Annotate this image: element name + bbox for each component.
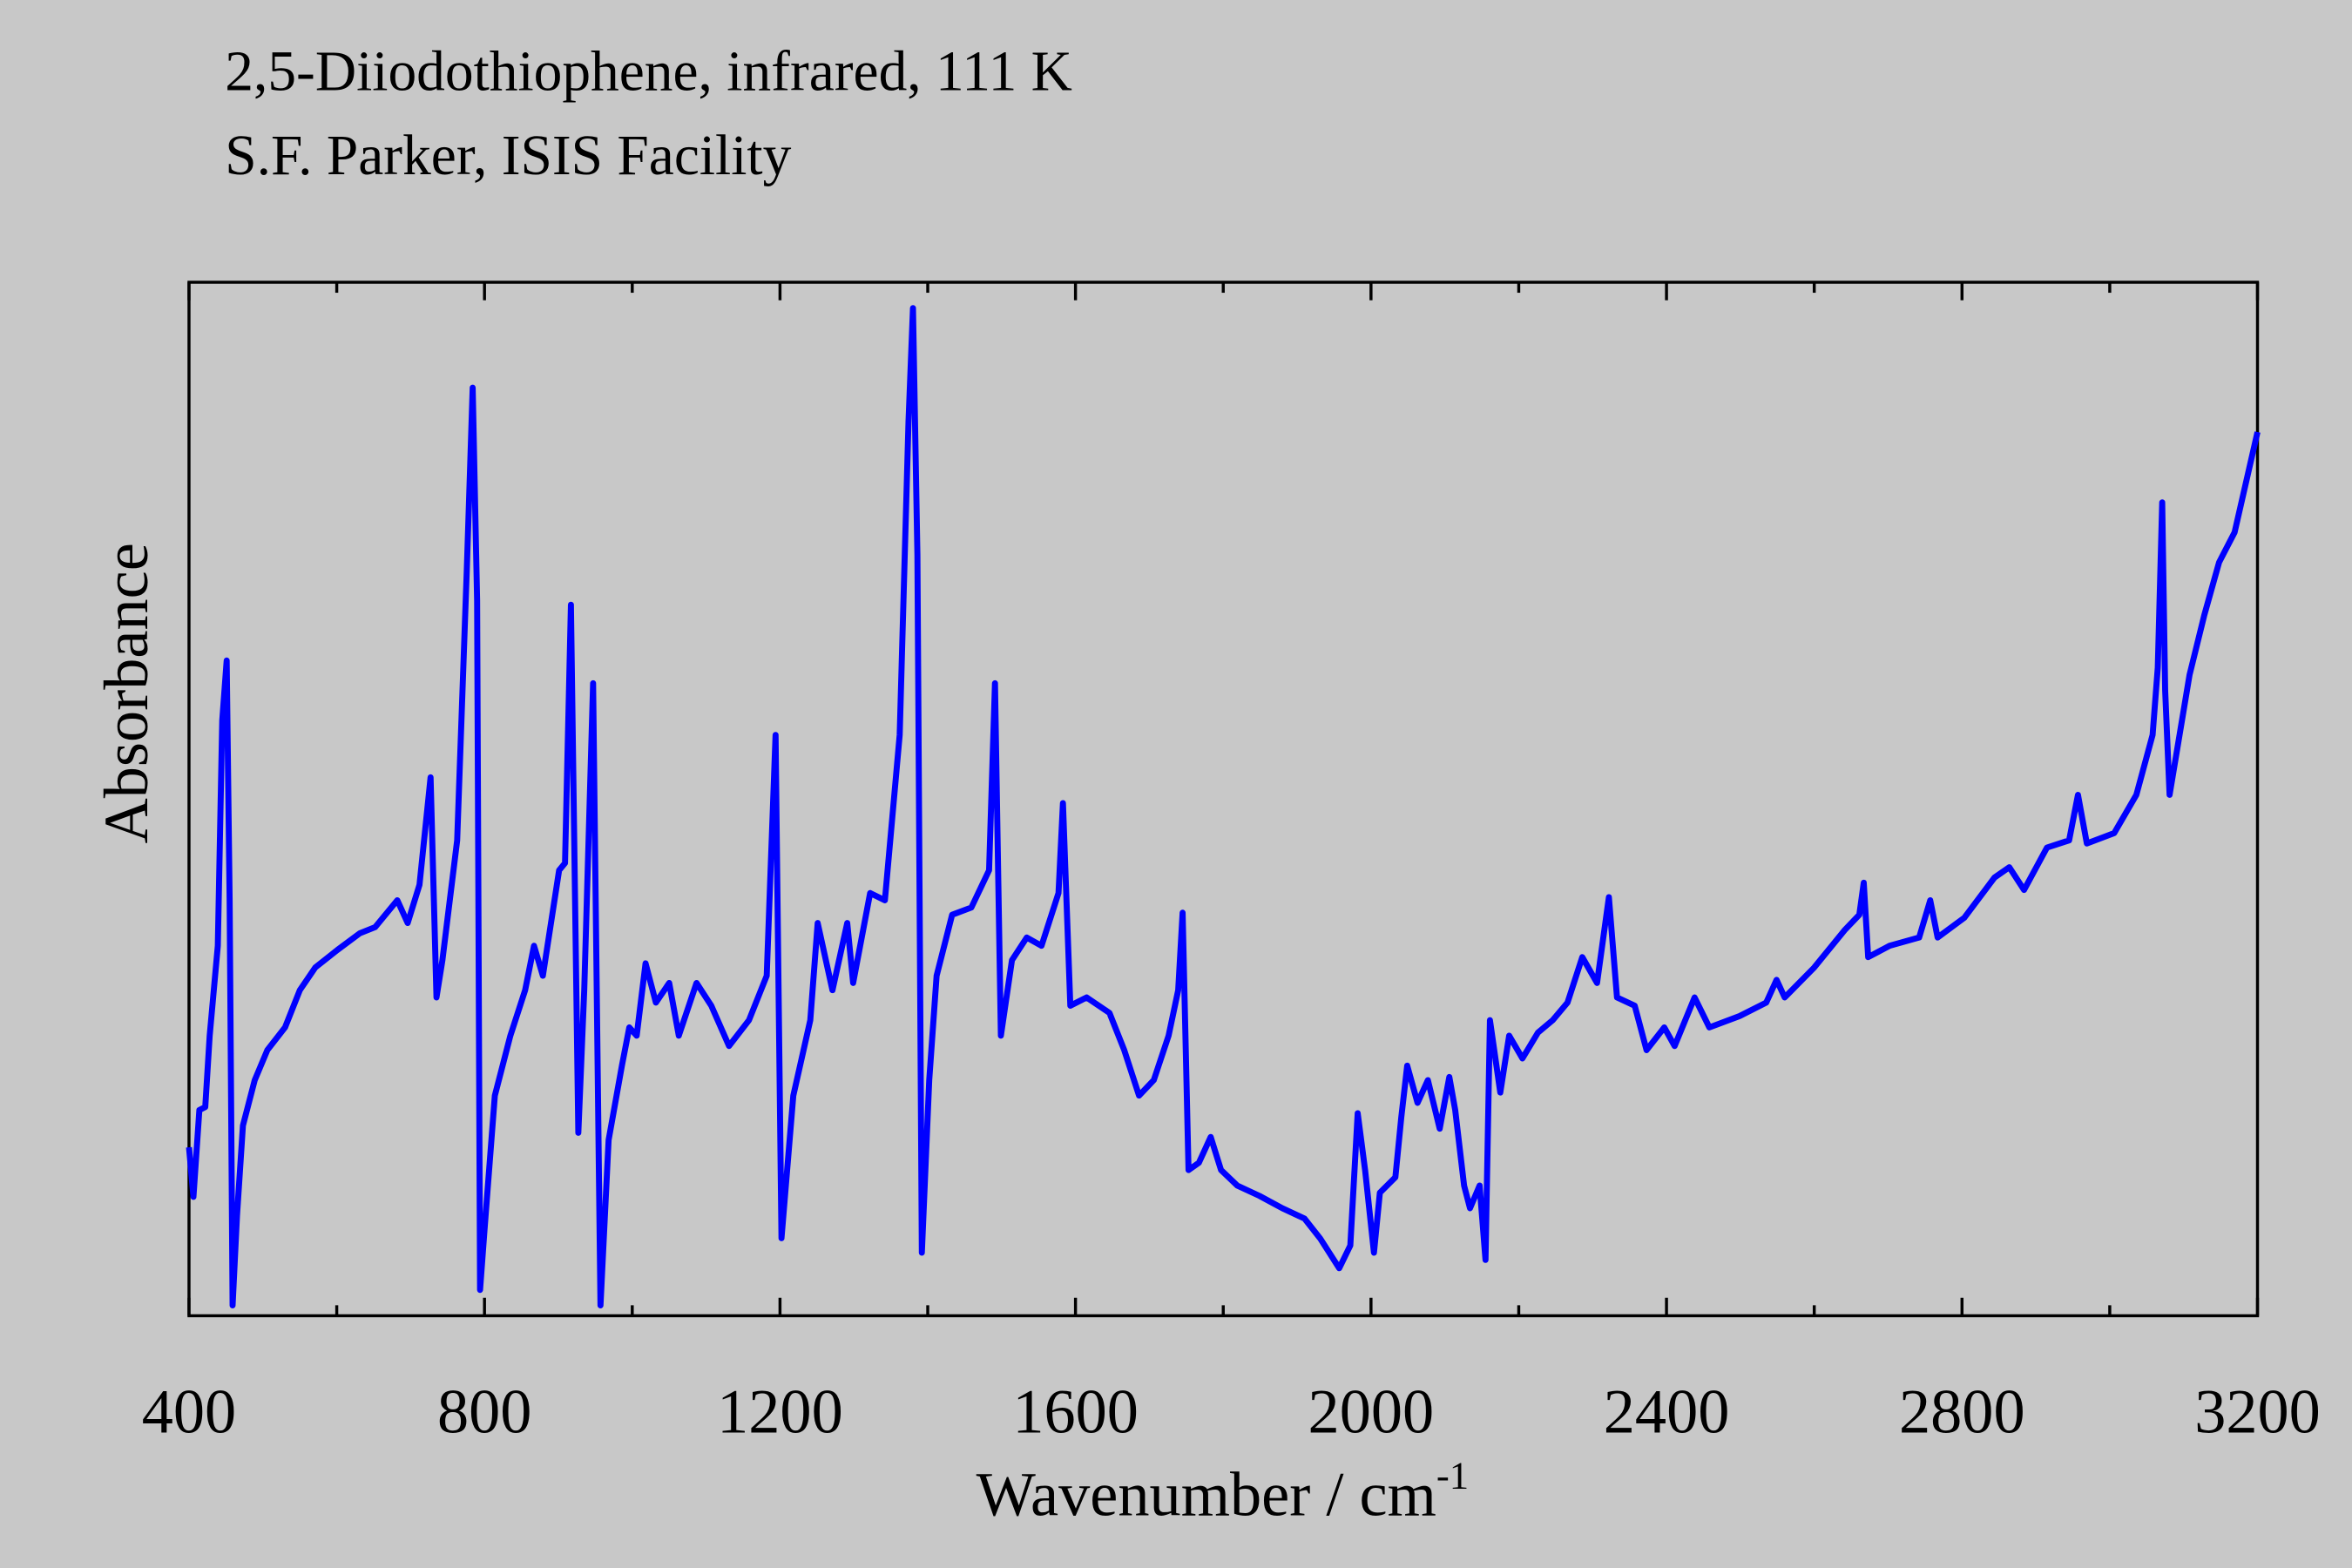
x-tick-label: 1600 bbox=[1012, 1377, 1139, 1447]
x-tick-label: 2400 bbox=[1604, 1377, 1730, 1447]
x-tick-label: 800 bbox=[437, 1377, 531, 1447]
x-tick-label: 400 bbox=[142, 1377, 236, 1447]
x-tick-label: 2800 bbox=[1899, 1377, 2025, 1447]
chart-subtitle: S.F. Parker, ISIS Facility bbox=[225, 125, 791, 187]
x-tick-label: 2000 bbox=[1308, 1377, 1435, 1447]
spectrum-line bbox=[186, 305, 2261, 1309]
x-axis-label-superscript: -1 bbox=[1436, 1453, 1469, 1497]
x-tick-label: 1200 bbox=[717, 1377, 843, 1447]
x-axis-label-text: Wavenumber / cm bbox=[977, 1459, 1436, 1529]
chart-title: 2,5-Diiodothiophene, infrared, 111 K bbox=[225, 41, 1072, 104]
x-tick-label: 3200 bbox=[2194, 1377, 2321, 1447]
y-axis-label: Absorbance bbox=[91, 543, 161, 843]
x-axis-label: Wavenumber / cm-1 bbox=[977, 1453, 1470, 1529]
